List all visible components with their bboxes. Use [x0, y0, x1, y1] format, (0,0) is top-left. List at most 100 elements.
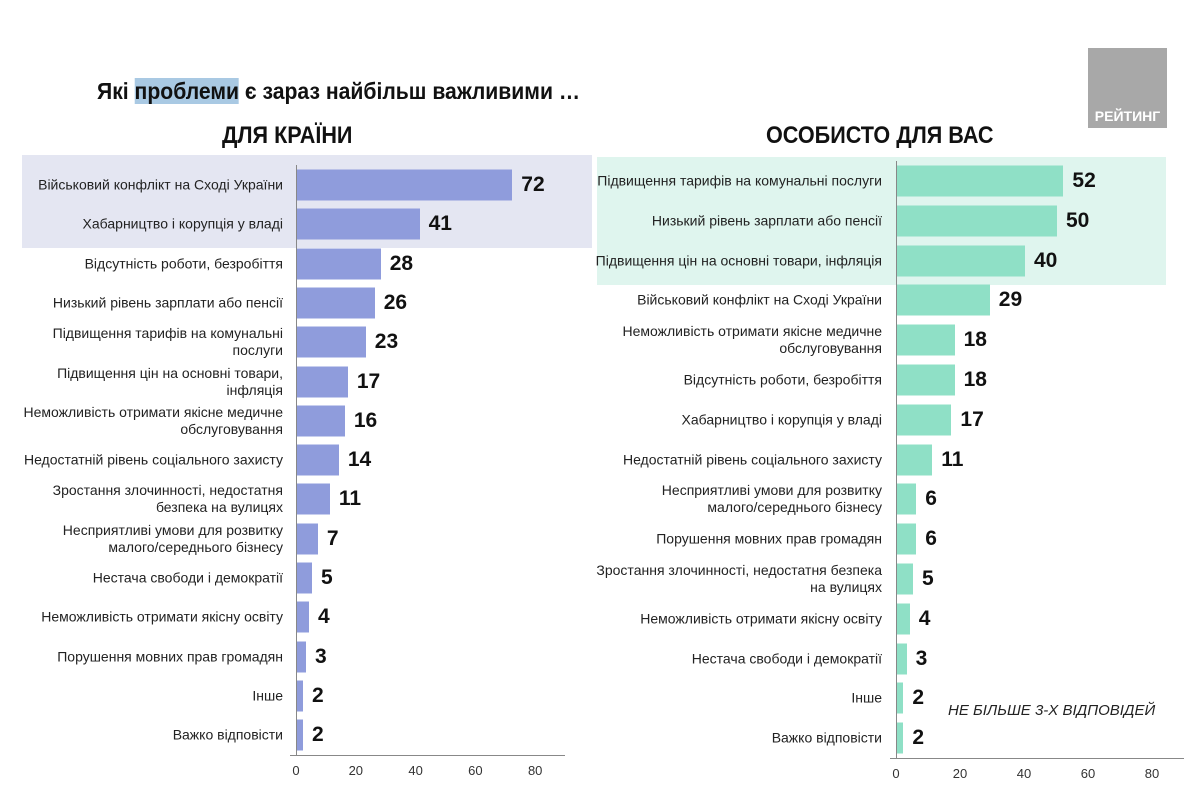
right-bar: [897, 523, 917, 555]
right-x-tick-label: 60: [1080, 766, 1096, 782]
left-data-label: 2: [311, 723, 324, 747]
left-data-label: 5: [320, 566, 333, 589]
right-data-label: 4: [918, 606, 931, 630]
right-data-label: 2: [912, 726, 925, 750]
left-category-label: Підвищення тарифів на комунальні послуги: [52, 325, 283, 359]
left-bar: [297, 405, 345, 437]
left-x-tick-label: 20: [348, 762, 364, 778]
left-category-label: Зростання злочинності, недостатня безпек…: [52, 482, 283, 516]
left-x-tick-label: 0: [292, 762, 300, 778]
left-data-label: 14: [347, 448, 372, 472]
right-data-label: 2: [912, 686, 925, 710]
left-category-label: Порушення мовних прав громадян: [57, 648, 283, 665]
left-data-label: 23: [374, 330, 399, 354]
right-data-label: 5: [922, 567, 934, 590]
right-chart-title: ОСОБИСТО ДЛЯ ВАС: [766, 122, 994, 149]
right-bar: [897, 483, 917, 515]
right-data-label: 3: [915, 646, 928, 670]
right-bar: [897, 682, 904, 714]
left-category-label: Відсутність роботи, безробіття: [84, 255, 283, 272]
left-data-label: 2: [311, 683, 324, 707]
logo-text: РЕЙТИНГ: [1094, 108, 1161, 124]
right-data-label: 52: [1072, 169, 1096, 192]
left-x-tick-label: 40: [408, 762, 423, 778]
left-data-label: 11: [338, 487, 362, 511]
left-category-label: Недостатній рівень соціального захисту: [23, 451, 283, 468]
right-category-label: Хабарництво і корупція у владі: [681, 411, 882, 428]
left-data-label: 4: [317, 605, 330, 629]
right-data-label: 50: [1066, 208, 1090, 232]
right-x-tick-label: 20: [952, 766, 968, 782]
right-data-label: 40: [1034, 248, 1058, 272]
left-bar: [297, 601, 309, 633]
right-x-tick-label: 40: [1016, 766, 1032, 782]
left-data-label: 41: [428, 212, 452, 236]
left-x-tick-label: 80: [527, 762, 543, 778]
left-data-label: 16: [353, 408, 378, 432]
left-category-label: Військовий конфлікт на Сході України: [38, 176, 283, 193]
left-y-axis: [296, 165, 297, 755]
right-category-label: Інше: [851, 689, 882, 706]
left-category-label: Несприятливі умови для розвитку малого/с…: [62, 521, 283, 555]
left-category-label: Підвищення цін на основні товари, інфляц…: [57, 364, 283, 398]
right-bar: [897, 364, 955, 396]
right-x-axis: [890, 758, 1184, 760]
right-data-label: 11: [941, 447, 964, 471]
left-category-label: Хабарництво і корупція у владі: [82, 215, 283, 232]
right-x-tick-label: 80: [1144, 766, 1160, 782]
right-data-label: 6: [925, 527, 937, 551]
right-bar: [897, 444, 933, 476]
left-data-label: 72: [521, 173, 545, 196]
left-category-label: Низький рівень зарплати або пенсії: [52, 294, 283, 311]
rating-logo: РЕЙТИНГ: [1088, 48, 1167, 128]
left-bar: [297, 562, 312, 594]
right-bar: [897, 284, 990, 316]
right-category-label: Недостатній рівень соціального захисту: [622, 451, 882, 468]
left-bar: [297, 208, 420, 240]
right-category-label: Низький рівень зарплати або пенсії: [651, 212, 882, 229]
right-bar: [897, 205, 1057, 237]
left-category-label: Нестача свободи і демократії: [92, 569, 283, 586]
title-text: Які: [97, 78, 135, 104]
right-data-label: 17: [960, 407, 984, 431]
left-data-label: 28: [389, 251, 414, 275]
left-bar: [297, 641, 306, 673]
right-bar: [897, 165, 1064, 197]
right-bar: [897, 563, 913, 595]
right-bar: [897, 603, 910, 635]
right-data-label: 6: [925, 487, 937, 511]
left-bar: [297, 444, 339, 476]
note: НЕ БІЛЬШЕ 3-Х ВІДПОВІДЕЙ: [948, 702, 1156, 719]
right-category-label: Несприятливі умови для розвитку малого/с…: [661, 482, 882, 516]
right-bar: [897, 245, 1025, 277]
left-bar: [297, 483, 330, 515]
left-category-label: Важко відповісти: [172, 726, 283, 743]
left-bar: [297, 523, 318, 555]
left-bar: [297, 287, 375, 319]
title-highlight: проблеми: [134, 78, 240, 104]
right-bar: [897, 643, 907, 675]
right-data-label: 29: [998, 288, 1023, 312]
page-title: Які проблеми є зараз найбільш важливими …: [97, 78, 580, 105]
right-category-label: Відсутність роботи, безробіття: [683, 371, 882, 388]
left-data-label: 17: [356, 369, 381, 393]
right-category-label: Військовий конфлікт на Сході України: [637, 291, 882, 308]
title-text-end: є зараз найбільш важливими …: [239, 78, 580, 104]
right-category-label: Неможливість отримати якісну освіту: [640, 610, 882, 627]
right-category-label: Нестача свободи і демократії: [691, 650, 882, 667]
left-data-label: 7: [326, 526, 339, 550]
left-bar: [297, 169, 513, 201]
right-y-axis: [896, 161, 897, 759]
left-data-label: 26: [383, 290, 408, 314]
left-bar: [297, 248, 381, 280]
left-category-label: Інше: [252, 687, 283, 704]
right-data-label: 18: [963, 368, 987, 391]
right-category-label: Підвищення тарифів на комунальні послуги: [597, 172, 882, 189]
right-category-label: Неможливість отримати якісне медичне обс…: [622, 323, 883, 357]
right-bar: [897, 324, 955, 356]
right-data-label: 18: [963, 328, 987, 352]
right-highlight-box: [597, 157, 1166, 285]
left-data-label: 3: [314, 644, 327, 668]
left-x-tick-label: 60: [468, 762, 483, 778]
